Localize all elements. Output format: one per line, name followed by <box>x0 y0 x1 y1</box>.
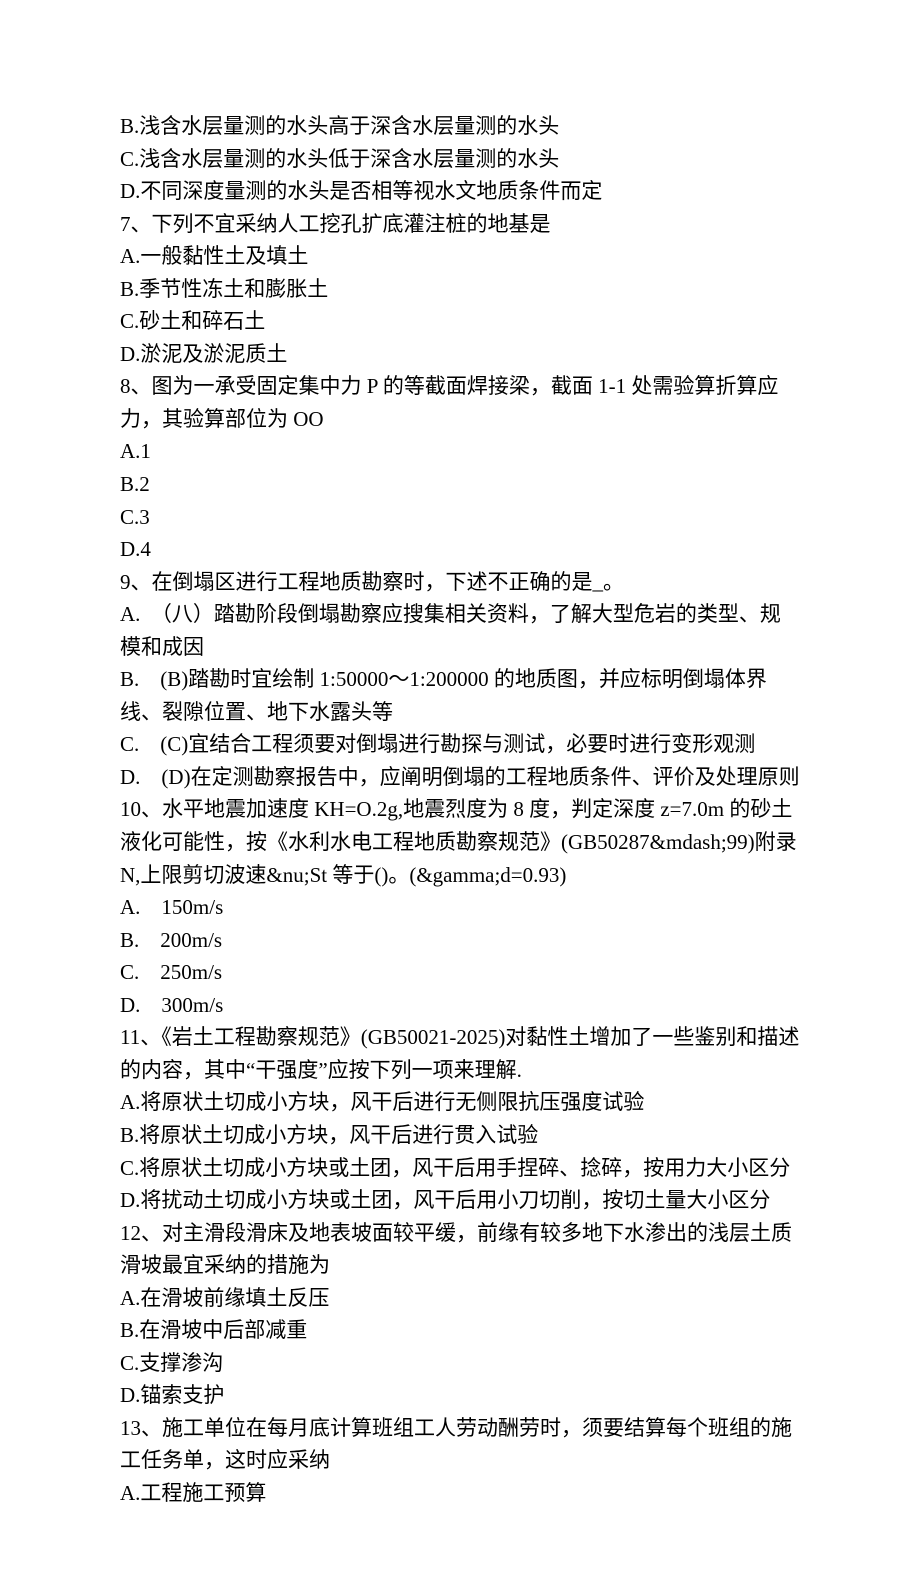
text-line: D. 300m/s <box>120 989 800 1022</box>
text-line: 11、《岩土工程勘察规范》(GB50021-2025)对黏性土增加了一些鉴别和描… <box>120 1021 800 1086</box>
text-line: B.季节性冻土和膨胀土 <box>120 273 800 306</box>
text-line: B. (B)踏勘时宜绘制 1:50000～1:200000 的地质图，并应标明倒… <box>120 663 800 728</box>
text-line: D.将扰动土切成小方块或土团，风干后用小刀切削，按切土量大小区分 12、对主滑段… <box>120 1184 800 1282</box>
text-line: C.砂土和碎石土 <box>120 305 800 338</box>
text-line: A. 150m/s <box>120 891 800 924</box>
text-line: D. (D)在定测勘察报告中，应阐明倒塌的工程地质条件、评价及处理原则 <box>120 761 800 794</box>
text-line: C. 250m/s <box>120 956 800 989</box>
text-line: A.一般黏性土及填土 <box>120 240 800 273</box>
text-line: 7、下列不宜采纳人工挖孔扩底灌注桩的地基是 <box>120 208 800 241</box>
text-line: B.浅含水层量测的水头高于深含水层量测的水头 <box>120 110 800 143</box>
text-line: A.工程施工预算 <box>120 1477 800 1510</box>
text-line: 13、施工单位在每月底计算班组工人劳动酬劳时，须要结算每个班组的施工任务单，这时… <box>120 1412 800 1477</box>
text-line: D.锚索支护 <box>120 1379 800 1412</box>
text-line: B.在滑坡中后部减重 <box>120 1314 800 1347</box>
text-line: C.3 <box>120 501 800 534</box>
document-page: B.浅含水层量测的水头高于深含水层量测的水头C.浅含水层量测的水头低于深含水层量… <box>0 0 920 1570</box>
text-line: A. （八）踏勘阶段倒塌勘察应搜集相关资料，了解大型危岩的类型、规模和成因 <box>120 598 800 663</box>
text-line: B.将原状土切成小方块，风干后进行贯入试验 <box>120 1119 800 1152</box>
text-line: A.1 <box>120 435 800 468</box>
text-line: C.浅含水层量测的水头低于深含水层量测的水头 <box>120 143 800 176</box>
text-line: B.2 <box>120 468 800 501</box>
text-line: 10、水平地震加速度 KH=O.2g,地震烈度为 8 度，判定深度 z=7.0m… <box>120 793 800 891</box>
text-line: A.将原状土切成小方块，风干后进行无侧限抗压强度试验 <box>120 1086 800 1119</box>
text-line: A.在滑坡前缘填土反压 <box>120 1282 800 1315</box>
text-line: C.支撑渗沟 <box>120 1347 800 1380</box>
text-line: D.淤泥及淤泥质土 <box>120 338 800 371</box>
text-line: 9、在倒塌区进行工程地质勘察时，下述不正确的是_。 <box>120 566 800 599</box>
text-line: D.4 <box>120 533 800 566</box>
text-line: C.将原状土切成小方块或土团，风干后用手捏碎、捻碎，按用力大小区分 <box>120 1152 800 1185</box>
text-line: 8、图为一承受固定集中力 P 的等截面焊接梁，截面 1-1 处需验算折算应力，其… <box>120 370 800 435</box>
text-line: B. 200m/s <box>120 924 800 957</box>
text-line: D.不同深度量测的水头是否相等视水文地质条件而定 <box>120 175 800 208</box>
text-line: C. (C)宜结合工程须要对倒塌进行勘探与测试，必要时进行变形观测 <box>120 728 800 761</box>
